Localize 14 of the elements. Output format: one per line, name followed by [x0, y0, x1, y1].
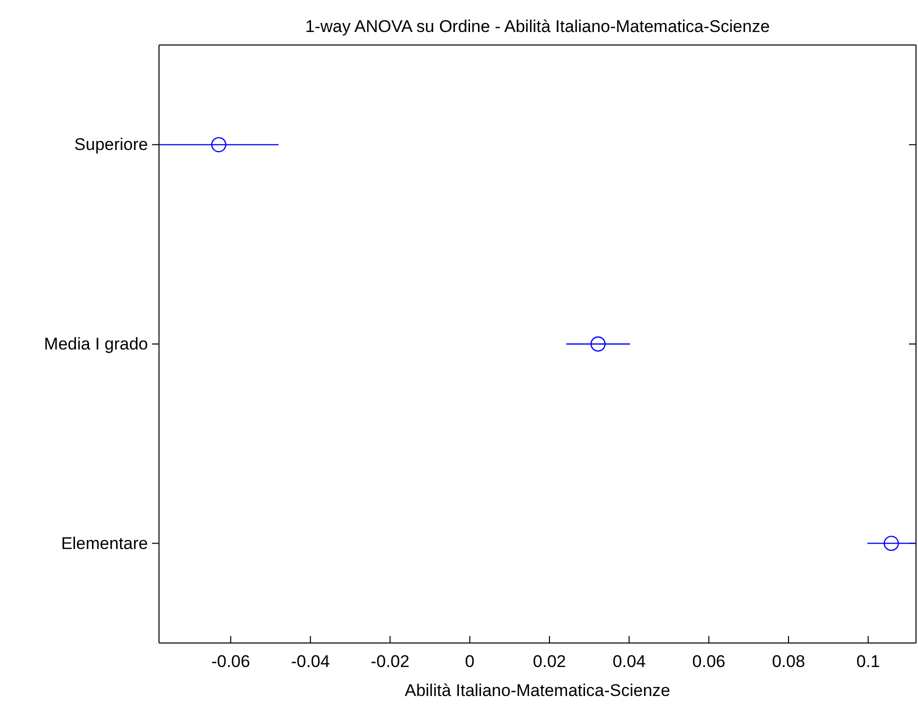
x-axis-title: Abilità Italiano-Matematica-Scienze	[404, 681, 670, 700]
x-tick-label: 0.04	[612, 652, 646, 672]
x-tick-label: 0.06	[692, 652, 726, 672]
x-tick-label: -0.06	[211, 652, 250, 672]
chart-title: 1-way ANOVA su Ordine - Abilità Italiano-Matematica-Scienze	[305, 17, 770, 36]
y-tick-label: Superiore	[74, 135, 148, 154]
x-tick-label: 0.1	[856, 652, 880, 672]
x-tick-label: -0.02	[370, 652, 410, 672]
x-tick-label: 0.02	[532, 652, 566, 672]
x-tick-label: 0	[465, 652, 475, 672]
y-tick-label: Media I grado	[44, 334, 148, 354]
x-tick-label: -0.04	[291, 652, 330, 672]
x-tick-label: 0.08	[772, 652, 806, 672]
y-tick-label: Elementare	[61, 534, 148, 553]
